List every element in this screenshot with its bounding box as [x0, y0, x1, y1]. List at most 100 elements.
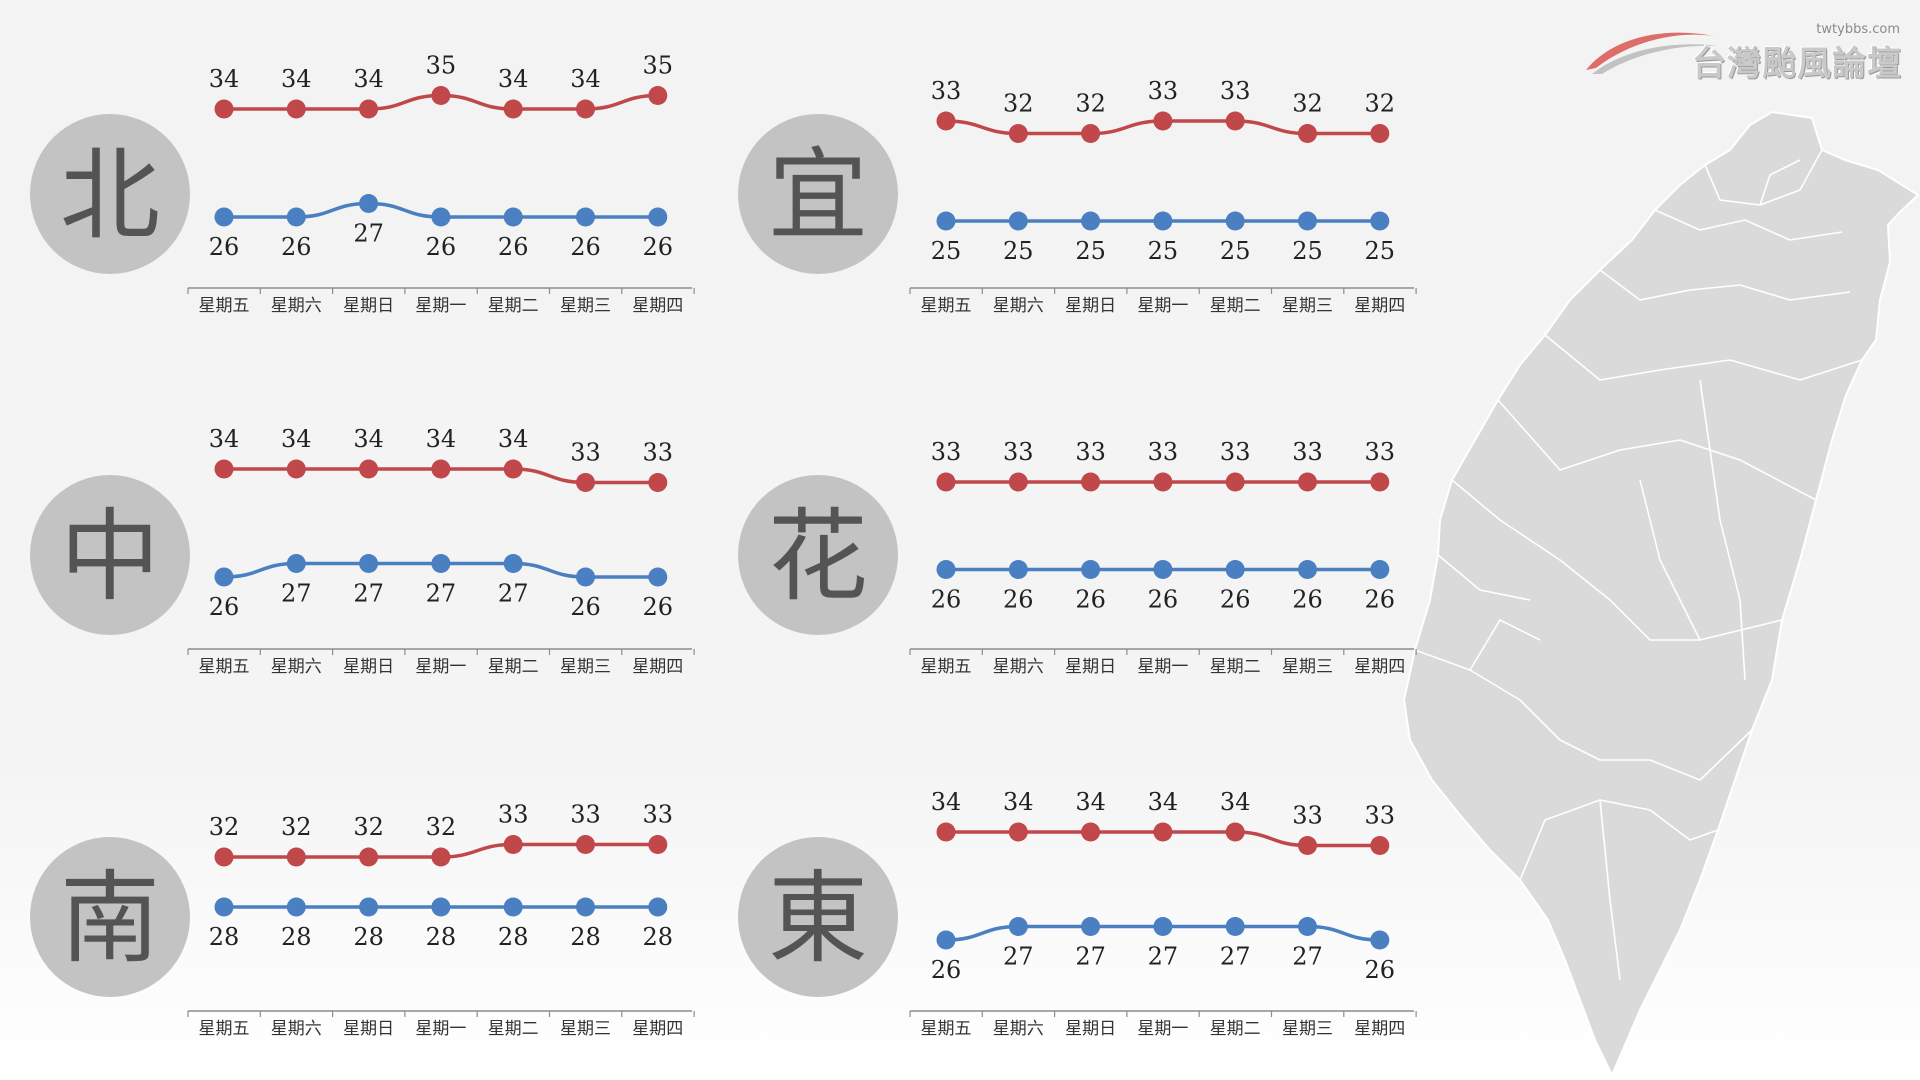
low-temp-label: 27: [498, 580, 529, 608]
region-badge: [738, 114, 898, 274]
low-temp-point: [503, 554, 523, 573]
high-temp-point: [503, 99, 523, 119]
low-temp-point: [1153, 560, 1173, 579]
low-temp-point: [503, 207, 523, 227]
high-temp-point: [1081, 472, 1101, 492]
region-label: 南: [60, 860, 160, 977]
high-temp-label: 34: [1220, 788, 1251, 816]
low-temp-label: 26: [1365, 956, 1396, 984]
x-tick-label: 星期三: [1282, 296, 1333, 316]
high-temp-point: [1298, 472, 1317, 492]
high-temp-point: [1370, 472, 1390, 492]
low-temp-point: [286, 554, 306, 573]
low-temp-label: 27: [1075, 943, 1106, 971]
high-temp-label: 33: [1365, 802, 1396, 830]
low-temp-label: 25: [1292, 237, 1323, 265]
low-temp-point: [936, 560, 956, 579]
high-temp-label: 32: [1003, 90, 1034, 118]
low-temp-point: [576, 567, 595, 587]
x-tick-label: 星期四: [1354, 296, 1405, 316]
x-tick-label: 星期五: [199, 296, 250, 316]
high-temp-point: [576, 835, 595, 854]
high-temp-label: 33: [1148, 438, 1179, 466]
low-temp-label: 26: [643, 593, 674, 621]
high-temp-point: [648, 473, 668, 492]
x-tick-label: 星期六: [993, 657, 1044, 677]
low-temp-point: [1153, 917, 1173, 936]
region-label: 花: [768, 498, 868, 615]
low-temp-label: 26: [1075, 586, 1106, 614]
x-tick-label: 星期一: [1137, 296, 1188, 316]
low-temp-label: 26: [570, 593, 601, 621]
low-temp-point: [1081, 211, 1101, 231]
low-temp-point: [936, 930, 956, 950]
high-temp-point: [431, 847, 451, 867]
low-temp-point: [1225, 211, 1245, 231]
high-temp-point: [1225, 472, 1245, 492]
low-temp-point: [648, 207, 668, 227]
x-tick-label: 星期日: [1065, 657, 1116, 677]
low-temp-point: [648, 897, 668, 917]
low-temp-label: 26: [1220, 586, 1251, 614]
low-temp-point: [648, 567, 668, 587]
low-temp-point: [576, 207, 595, 227]
x-tick-label: 星期五: [199, 657, 250, 677]
low-temp-point: [1298, 211, 1317, 231]
high-temp-point: [359, 459, 379, 479]
low-temp-point: [214, 567, 234, 587]
high-temp-label: 32: [281, 813, 312, 841]
high-temp-label: 34: [353, 425, 384, 453]
low-temp-label: 26: [498, 233, 529, 261]
region-label: 東: [768, 860, 868, 977]
x-tick-label: 星期日: [343, 657, 394, 677]
low-temp-point: [1081, 560, 1101, 579]
high-temp-point: [1008, 124, 1028, 143]
high-temp-point: [936, 472, 956, 492]
high-temp-label: 32: [1365, 90, 1396, 118]
high-temp-point: [1298, 124, 1317, 143]
high-temp-point: [214, 847, 234, 867]
low-temp-label: 28: [209, 923, 240, 951]
taiwan-map-icon: [1403, 111, 1919, 1076]
high-temp-point: [286, 99, 306, 119]
low-temp-label: 26: [1365, 586, 1396, 614]
x-tick-label: 星期二: [1210, 657, 1261, 677]
x-tick-label: 星期一: [415, 657, 466, 677]
high-temp-label: 34: [498, 65, 529, 93]
region-label: 中: [60, 498, 160, 615]
low-temp-point: [359, 554, 379, 573]
region-badge: [30, 475, 190, 635]
high-temp-point: [576, 99, 595, 119]
x-tick-label: 星期二: [1210, 296, 1261, 316]
high-temp-label: 34: [281, 425, 312, 453]
low-temp-point: [214, 207, 234, 227]
high-temp-point: [576, 473, 595, 492]
low-temp-label: 25: [1365, 237, 1396, 265]
high-temp-point: [1298, 836, 1317, 855]
low-temp-label: 26: [209, 593, 240, 621]
low-temp-label: 25: [931, 237, 962, 265]
high-temp-point: [431, 86, 451, 105]
high-temp-label: 33: [643, 801, 674, 829]
high-temp-label: 34: [1003, 788, 1034, 816]
low-temp-point: [214, 897, 234, 917]
logo-swoosh-icon: [1586, 32, 1718, 74]
x-tick-label: 星期二: [488, 296, 539, 316]
high-temp-point: [359, 847, 379, 867]
x-tick-label: 星期一: [1137, 657, 1188, 677]
low-temp-label: 27: [281, 580, 312, 608]
x-tick-label: 星期一: [415, 296, 466, 316]
low-temp-point: [286, 207, 306, 227]
low-temp-label: 25: [1220, 237, 1251, 265]
high-temp-point: [503, 835, 523, 854]
low-temp-point: [503, 897, 523, 917]
low-temp-label: 28: [353, 923, 384, 951]
high-temp-label: 34: [353, 65, 384, 93]
x-tick-label: 星期日: [1065, 296, 1116, 316]
site-logo[interactable]: twtybbs.com 台灣颱風論壇: [1582, 18, 1902, 84]
x-tick-label: 星期五: [921, 657, 972, 677]
high-temp-point: [286, 459, 306, 479]
